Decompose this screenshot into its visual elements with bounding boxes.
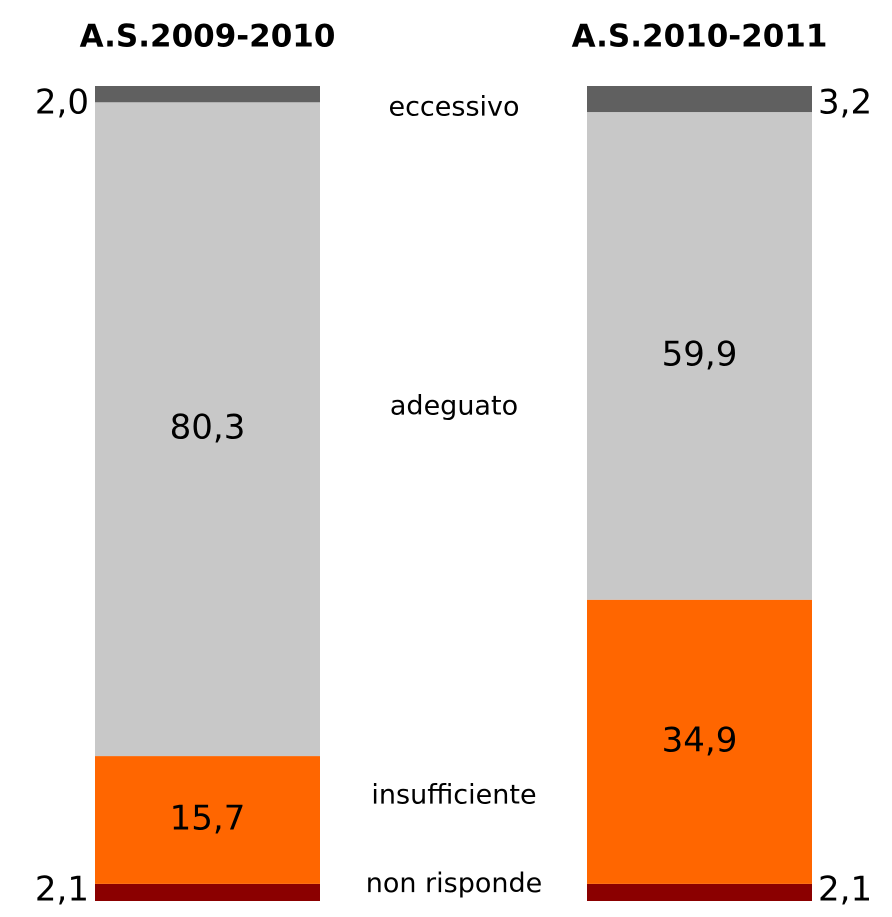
- legend-label: eccessivo: [388, 92, 519, 123]
- bar-segment: [95, 102, 320, 757]
- bar-segment: [95, 86, 320, 103]
- bar-segment: [587, 86, 812, 113]
- value-label: 2,1: [818, 870, 872, 910]
- value-label: 2,1: [35, 870, 89, 910]
- value-label: 59,9: [662, 334, 738, 374]
- bar-segment: [95, 756, 320, 884]
- legend-label: insufficiente: [371, 779, 536, 810]
- value-label: 34,9: [662, 720, 738, 760]
- value-label: 15,7: [170, 798, 246, 838]
- value-label: 3,2: [818, 83, 872, 123]
- bar-segment: [95, 883, 320, 901]
- bar-segment: [587, 599, 812, 884]
- legend-label: non risponde: [366, 868, 543, 899]
- category-label: A.S.2009-2010: [80, 19, 336, 55]
- legend-label: adeguato: [390, 391, 518, 422]
- category-label: A.S.2010-2011: [572, 19, 828, 55]
- value-label: 2,0: [35, 83, 89, 123]
- bar-segment: [587, 883, 812, 901]
- value-label: 80,3: [170, 408, 246, 448]
- bar-segment: [587, 112, 812, 600]
